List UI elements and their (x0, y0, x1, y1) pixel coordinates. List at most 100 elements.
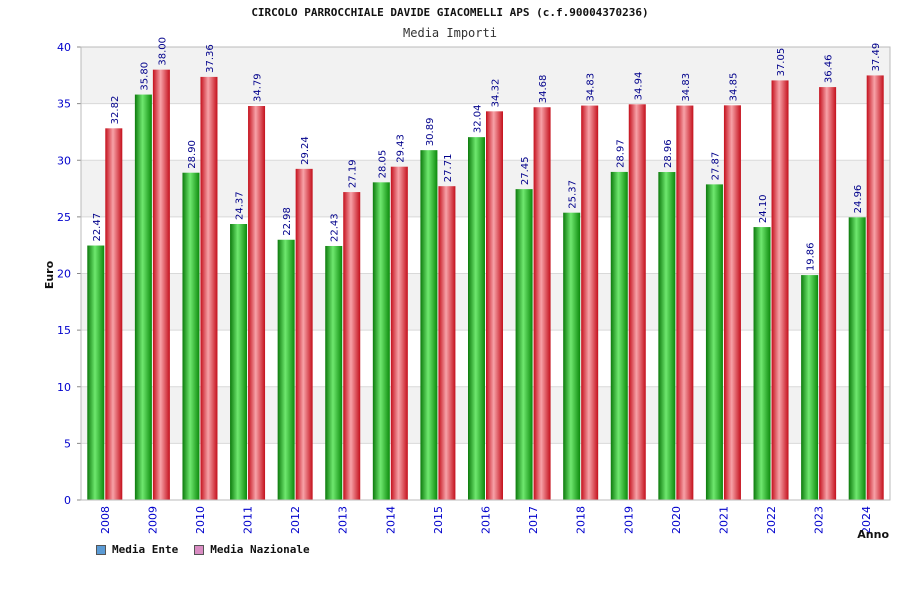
bar-media-ente (515, 189, 533, 500)
value-label-media-ente: 19.86 (806, 242, 817, 271)
value-label-media-nazionale: 34.83 (681, 73, 692, 102)
chart-subtitle: Media Importi (403, 26, 497, 40)
y-tick-label: 0 (64, 494, 71, 507)
bar-media-nazionale (390, 166, 408, 500)
y-tick-label: 15 (57, 324, 71, 337)
bar-media-ente (420, 150, 438, 500)
bar-media-ente (610, 171, 628, 501)
value-label-media-ente: 22.43 (330, 213, 341, 242)
y-tick-label: 35 (57, 98, 71, 111)
x-tick-label: 2008 (99, 506, 112, 534)
value-label-media-ente: 28.90 (187, 140, 198, 169)
x-tick-label: 2012 (289, 506, 302, 534)
value-label-media-ente: 22.47 (92, 213, 103, 242)
bar-media-nazionale (581, 105, 599, 501)
bar-media-ente (563, 212, 581, 500)
bar-media-nazionale (248, 106, 266, 501)
value-label-media-nazionale: 27.19 (348, 159, 359, 188)
value-label-media-ente: 32.04 (473, 105, 484, 134)
y-axis-title: Euro (43, 260, 56, 289)
value-label-media-ente: 30.89 (425, 118, 436, 147)
x-tick-label: 2014 (384, 506, 397, 534)
value-label-media-nazionale: 34.32 (491, 79, 502, 108)
bar-media-nazionale (105, 128, 123, 500)
value-label-media-ente: 28.96 (663, 139, 674, 168)
bar-media-ente (801, 275, 819, 500)
value-label-media-ente: 24.10 (758, 194, 769, 223)
chart-title: CIRCOLO PARROCCHIALE DAVIDE GIACOMELLI A… (251, 6, 649, 19)
y-tick-label: 40 (57, 41, 71, 54)
value-label-media-nazionale: 34.94 (633, 72, 644, 101)
y-tick-label: 10 (57, 381, 71, 394)
legend-label-ente: Media Ente (112, 543, 179, 556)
value-label-media-nazionale: 29.43 (395, 134, 406, 163)
value-label-media-ente: 25.37 (568, 180, 579, 209)
bar-media-ente (658, 172, 676, 500)
bar-media-nazionale (295, 168, 313, 500)
value-label-media-ente: 27.45 (520, 156, 531, 185)
legend-item-nazionale: Media Nazionale (194, 543, 310, 556)
bar-media-ente (230, 224, 248, 500)
bar-media-ente (753, 227, 771, 500)
value-label-media-ente: 28.05 (377, 150, 388, 179)
bar-media-ente (325, 245, 343, 500)
value-label-media-nazionale: 38.00 (157, 37, 168, 66)
x-tick-label: 2013 (337, 506, 350, 534)
value-label-media-ente: 22.98 (282, 207, 293, 236)
legend-item-ente: Media Ente (96, 543, 178, 556)
bar-media-ente (705, 184, 723, 500)
bar-media-ente (468, 137, 485, 500)
plot-border (80, 46, 891, 501)
bar-media-nazionale (486, 111, 503, 501)
value-label-media-ente: 24.37 (235, 191, 246, 220)
value-label-media-nazionale: 27.71 (443, 154, 454, 183)
value-label-media-ente: 27.87 (710, 152, 721, 181)
bar-media-nazionale (723, 105, 741, 500)
y-tick-label: 5 (64, 437, 71, 450)
legend-swatch-nazionale (194, 544, 205, 555)
value-label-media-nazionale: 37.49 (871, 43, 882, 72)
bar-media-nazionale (866, 75, 884, 500)
bar-media-ente (277, 239, 295, 500)
bar-media-nazionale (628, 104, 646, 500)
x-tick-label: 2010 (194, 506, 207, 534)
value-label-media-nazionale: 32.82 (110, 96, 121, 125)
bar-media-ente (134, 94, 152, 500)
value-label-media-nazionale: 37.36 (205, 44, 216, 73)
x-tick-label: 2017 (527, 506, 540, 534)
bar-media-nazionale (343, 192, 361, 501)
legend-label-nazionale: Media Nazionale (210, 543, 310, 556)
value-label-media-nazionale: 34.85 (728, 73, 739, 102)
bar-media-nazionale (152, 69, 170, 501)
bar-media-nazionale (771, 80, 789, 500)
x-tick-label: 2009 (146, 506, 159, 534)
x-axis-title: Anno (857, 528, 889, 541)
y-tick-label: 25 (57, 211, 71, 224)
bar-media-nazionale (438, 186, 456, 500)
x-tick-label: 2020 (670, 506, 683, 534)
value-label-media-nazionale: 37.05 (776, 48, 787, 77)
bar-media-ente (848, 217, 866, 500)
y-tick-label: 20 (57, 268, 71, 281)
value-label-media-ente: 35.80 (139, 62, 150, 91)
value-label-media-ente: 24.96 (853, 185, 864, 214)
x-tick-label: 2016 (480, 506, 493, 534)
y-tick-label: 30 (57, 154, 71, 167)
value-label-media-nazionale: 34.83 (586, 73, 597, 102)
bar-media-nazionale (533, 107, 551, 501)
bar-media-ente (372, 182, 390, 501)
value-label-media-nazionale: 34.79 (253, 73, 264, 102)
bar-media-ente (182, 172, 200, 500)
legend-swatch-ente (96, 544, 106, 555)
x-tick-label: 2021 (717, 506, 730, 534)
bar-media-nazionale (200, 76, 218, 500)
value-label-media-ente: 28.97 (615, 139, 626, 168)
value-label-media-nazionale: 29.24 (300, 136, 311, 165)
bar-media-nazionale (676, 105, 694, 501)
x-tick-label: 2024 (860, 506, 873, 534)
x-tick-label: 2015 (432, 506, 445, 534)
value-label-media-nazionale: 36.46 (824, 54, 835, 83)
x-tick-label: 2011 (242, 506, 255, 534)
bar-media-ente (87, 245, 105, 500)
